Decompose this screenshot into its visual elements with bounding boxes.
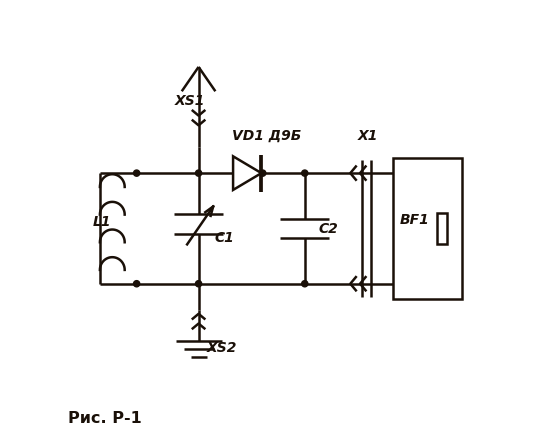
Text: X1: X1 (358, 129, 378, 143)
Circle shape (134, 170, 140, 176)
Text: L1: L1 (92, 215, 111, 229)
Text: VD1 Д9Б: VD1 Д9Б (232, 129, 301, 143)
Text: C2: C2 (319, 222, 339, 236)
Text: XS1: XS1 (174, 94, 205, 108)
Circle shape (195, 280, 201, 287)
Text: XS2: XS2 (206, 341, 237, 355)
Circle shape (134, 280, 140, 287)
Bar (437, 213, 447, 244)
Text: Рис. Р-1: Рис. Р-1 (68, 411, 142, 426)
Text: BF1: BF1 (400, 213, 429, 227)
Circle shape (301, 280, 308, 287)
Circle shape (301, 170, 308, 176)
Circle shape (195, 170, 201, 176)
Circle shape (259, 170, 266, 176)
Text: C1: C1 (214, 231, 234, 245)
Bar (393, 158, 462, 299)
